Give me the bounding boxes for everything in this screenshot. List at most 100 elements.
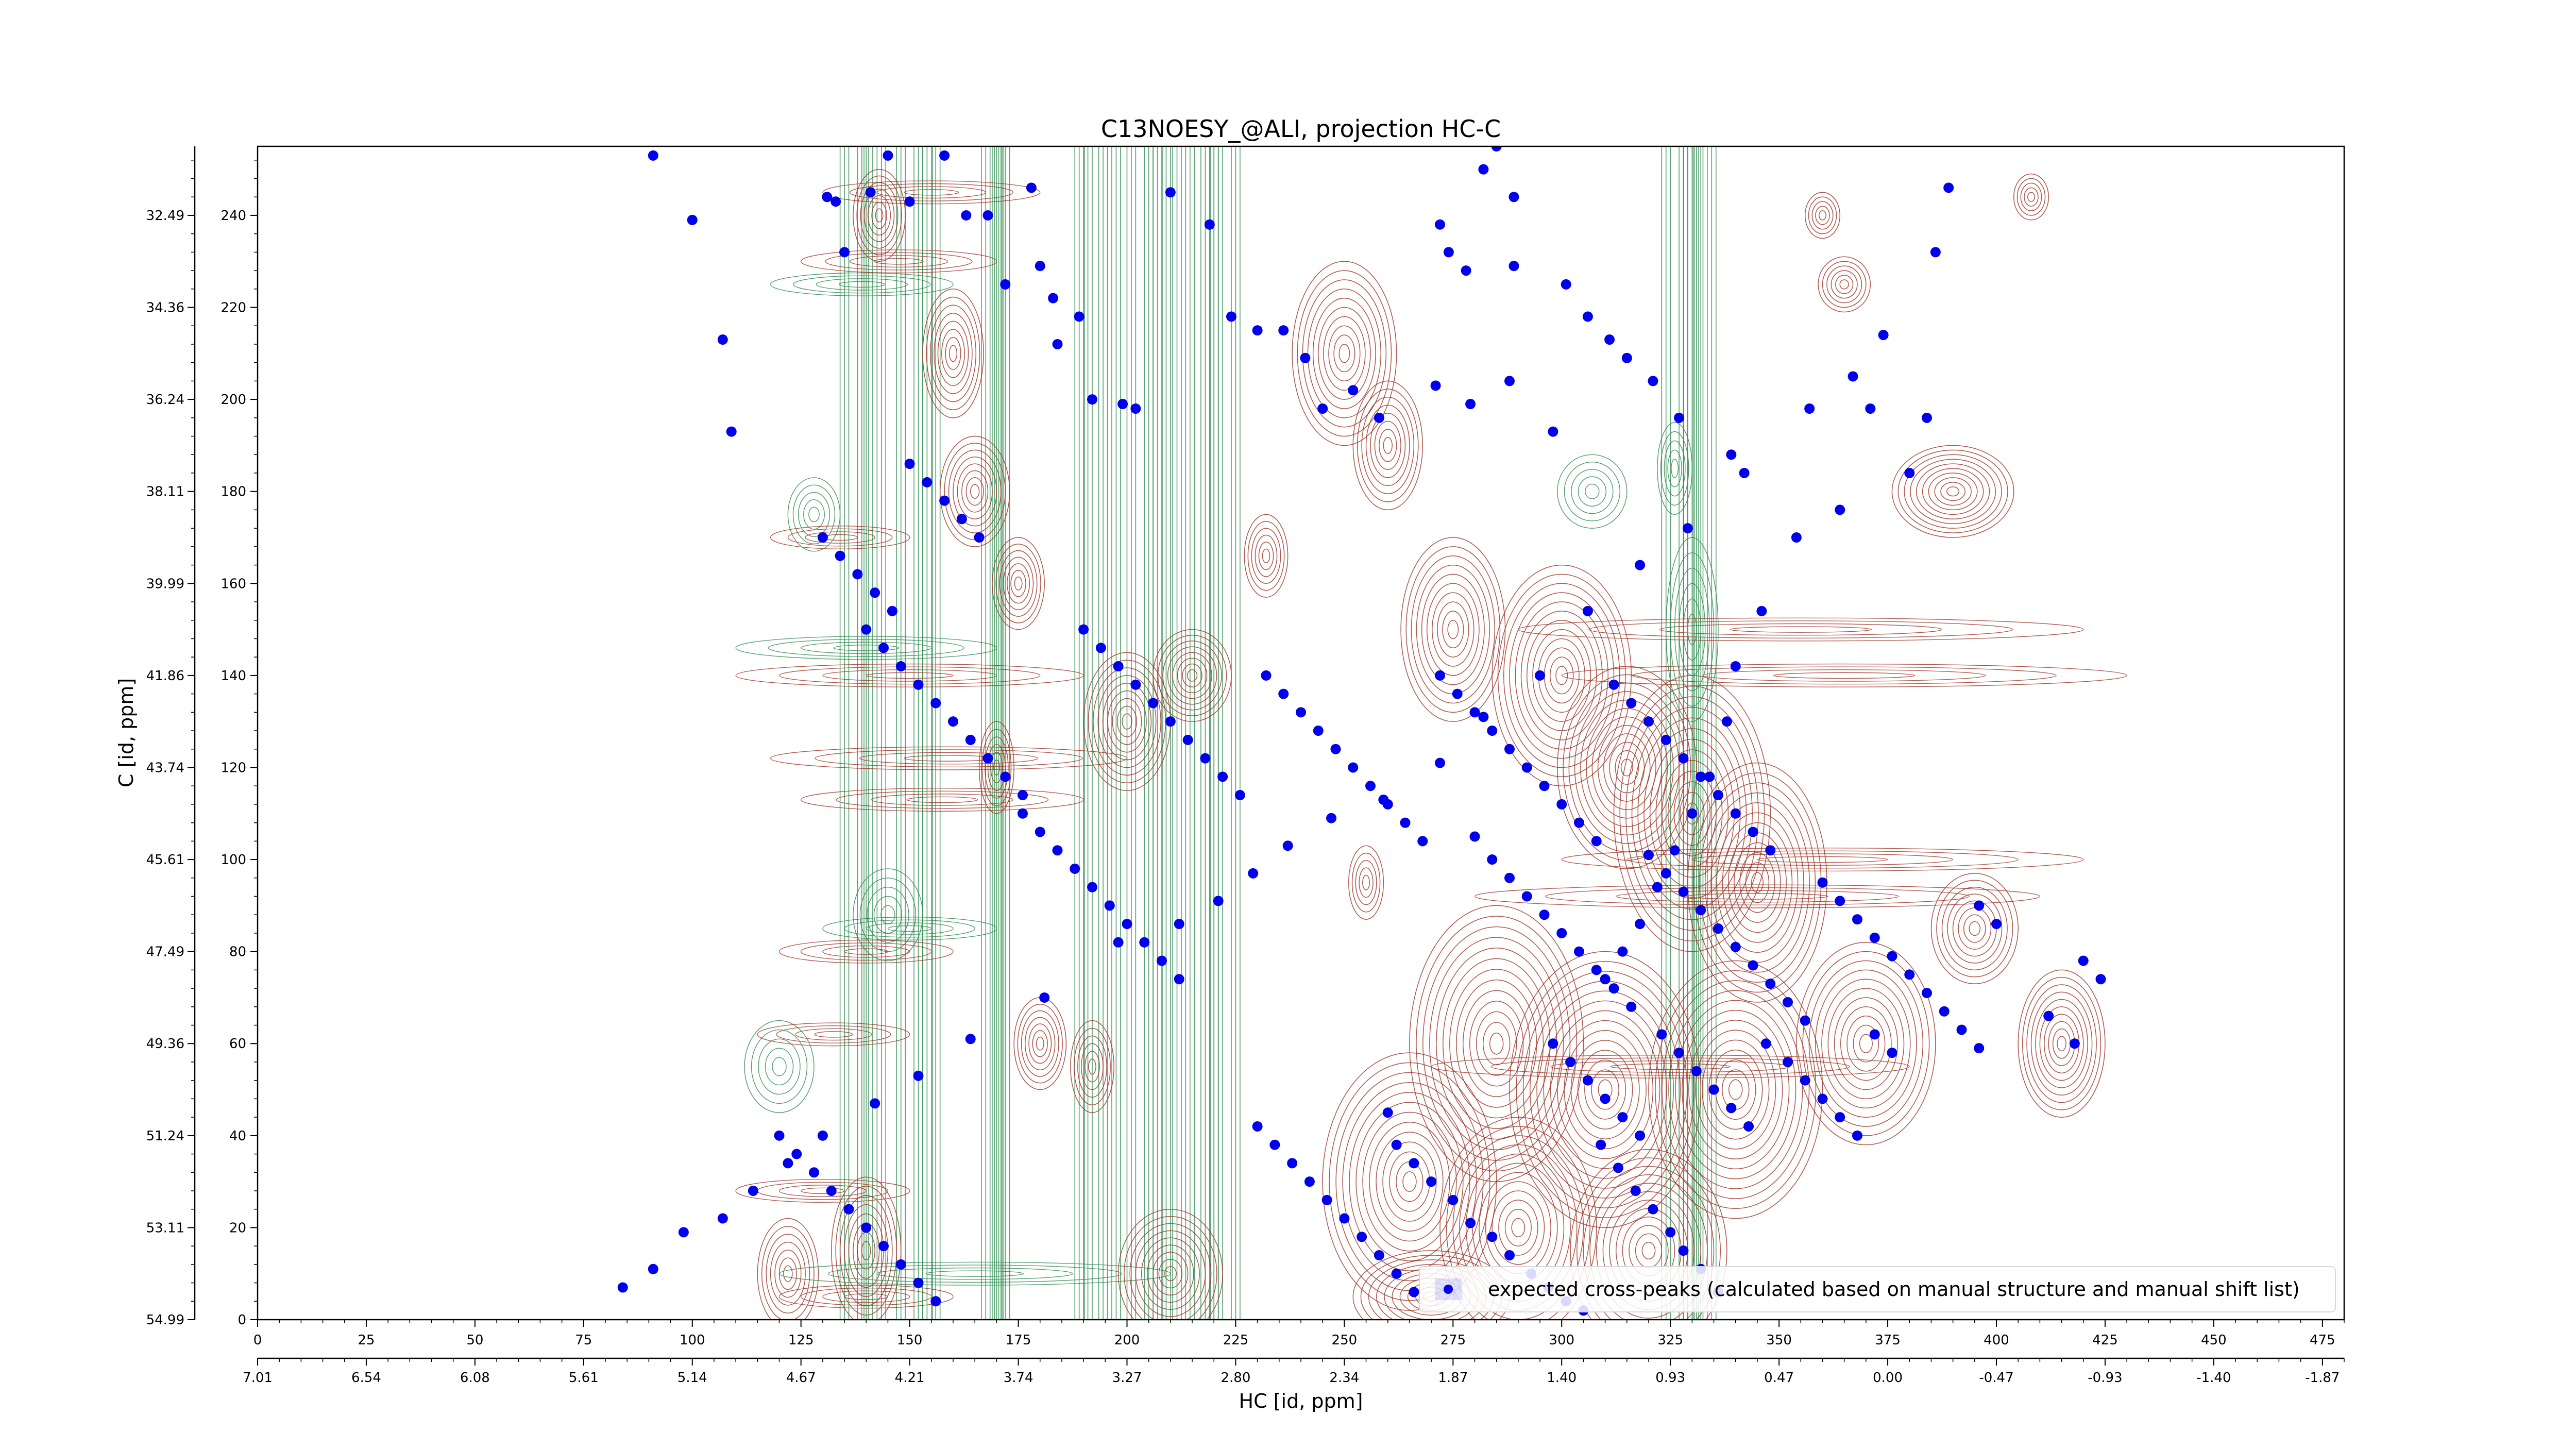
contour-ring bbox=[922, 289, 984, 418]
contour-ring bbox=[1934, 477, 1972, 506]
cross-peak-marker bbox=[1696, 771, 1706, 782]
contour-ring bbox=[1818, 256, 1871, 313]
contour-ring bbox=[822, 917, 997, 940]
x-tick-label: 325 bbox=[1657, 1333, 1683, 1348]
cross-peak-marker bbox=[1391, 1139, 1402, 1150]
cross-peak-marker bbox=[1643, 850, 1654, 861]
contour-ring bbox=[1162, 641, 1222, 711]
contour-ring bbox=[778, 1185, 867, 1197]
negative-stripe bbox=[1661, 146, 1688, 1320]
negative-stripe bbox=[1181, 146, 1187, 1320]
contour-ring bbox=[1846, 1015, 1886, 1072]
contour-ring bbox=[801, 1287, 932, 1306]
cross-peak-marker bbox=[1678, 886, 1689, 897]
contour-ring bbox=[1469, 1001, 1524, 1087]
cross-peak-marker bbox=[1374, 1250, 1384, 1260]
contour-ring bbox=[839, 1195, 893, 1306]
contour-ring bbox=[1648, 960, 1823, 1219]
contour-ring bbox=[1834, 997, 1898, 1090]
cross-peak-marker bbox=[2095, 974, 2106, 985]
cross-peak-marker bbox=[1621, 352, 1632, 363]
cross-peak-marker bbox=[1878, 330, 1889, 341]
cross-peak-marker bbox=[1765, 845, 1776, 856]
y-tick-label: 240 bbox=[221, 208, 246, 224]
contour-ring bbox=[925, 1270, 1024, 1277]
y-axis-index: 0 20 40 60 80 100 120 140 160 180 200 220 240 bbox=[221, 160, 258, 1328]
cross-peak-marker bbox=[1465, 399, 1476, 410]
cross-peak-marker bbox=[1800, 1015, 1810, 1026]
contour-ring bbox=[1577, 1050, 1633, 1130]
cross-peak-marker bbox=[1504, 872, 1515, 883]
contour-ring bbox=[1586, 708, 1668, 827]
cross-peak-marker bbox=[1804, 403, 1815, 414]
contour-ring bbox=[1555, 666, 1568, 685]
contour-ring bbox=[1129, 1223, 1212, 1320]
contour-ring bbox=[815, 749, 1083, 768]
contour-ring bbox=[965, 477, 984, 506]
contour-ring bbox=[1695, 1030, 1776, 1150]
contour-ring bbox=[1359, 867, 1374, 898]
contour-ring bbox=[1545, 887, 1970, 905]
cross-peak-marker bbox=[726, 426, 737, 437]
cross-peak-marker bbox=[1930, 247, 1941, 258]
negative-stripe bbox=[1083, 146, 1085, 1320]
cross-peak-marker bbox=[1869, 1029, 1880, 1040]
cross-peak-marker bbox=[783, 1158, 793, 1169]
contour-ring bbox=[1335, 1072, 1484, 1291]
cross-peak-marker bbox=[2078, 955, 2089, 966]
contour-ring bbox=[838, 281, 885, 288]
contour-ring bbox=[844, 1293, 889, 1300]
contour-ring bbox=[1102, 683, 1152, 761]
contour-ring bbox=[1442, 611, 1464, 649]
contour-ring bbox=[1516, 961, 1694, 1219]
contour-ring bbox=[1662, 980, 1810, 1199]
contour-ring bbox=[1081, 1043, 1104, 1090]
contour-ring bbox=[1603, 733, 1651, 802]
cross-peak-marker bbox=[1648, 1204, 1658, 1215]
cross-peak-marker bbox=[687, 214, 698, 225]
contour-layer bbox=[735, 146, 2127, 1320]
cross-peak-marker bbox=[961, 210, 972, 221]
contour-ring bbox=[948, 449, 1002, 533]
contour-ring bbox=[961, 470, 989, 513]
contour-ring bbox=[1683, 598, 1701, 661]
ppm-tick-label: 6.54 bbox=[351, 1370, 381, 1386]
contour-ring bbox=[758, 1038, 801, 1095]
contour-ring bbox=[1124, 1216, 1217, 1320]
ppm-tick-label: 3.27 bbox=[1112, 1370, 1142, 1386]
cross-peak-marker bbox=[1234, 790, 1245, 801]
contour-ring bbox=[1489, 1032, 1504, 1055]
contour-ring bbox=[1826, 265, 1862, 304]
cross-peak-marker bbox=[835, 550, 845, 561]
x-tick-label: 150 bbox=[897, 1333, 923, 1348]
contour-ring bbox=[744, 1020, 815, 1113]
cross-peak-marker bbox=[1730, 941, 1741, 952]
negative-stripe bbox=[900, 146, 919, 1320]
negative-stripe bbox=[1665, 146, 1684, 1320]
contour-ring bbox=[1357, 389, 1419, 502]
cross-peak-marker bbox=[717, 1213, 728, 1224]
contour-ring bbox=[1958, 907, 1992, 950]
cross-peak-marker bbox=[982, 753, 993, 764]
cross-peak-marker bbox=[2043, 1010, 2054, 1021]
ppm-y-tick-label: 41.86 bbox=[146, 668, 184, 684]
cross-peak-marker bbox=[1269, 1139, 1280, 1150]
cross-peak-marker bbox=[1835, 504, 1845, 515]
contour-ring bbox=[1702, 1039, 1770, 1140]
contour-ring bbox=[2020, 182, 2042, 211]
contour-ring bbox=[833, 645, 900, 651]
cross-peak-marker bbox=[965, 734, 976, 745]
contour-ring bbox=[1476, 1011, 1517, 1076]
cross-peak-marker bbox=[648, 150, 658, 161]
negative-stripe bbox=[1098, 146, 1121, 1320]
cross-peak-marker bbox=[1696, 905, 1706, 916]
contour-ring bbox=[1292, 261, 1397, 446]
cross-peak-marker bbox=[974, 532, 985, 543]
contour-ring bbox=[1840, 1006, 1892, 1081]
cross-peak-marker bbox=[1726, 449, 1737, 460]
contour-ring bbox=[1589, 1174, 1708, 1320]
cross-peak-marker bbox=[1756, 605, 1767, 616]
x-axis-title: HC [id, ppm] bbox=[1239, 1390, 1363, 1412]
contour-ring bbox=[2039, 1006, 2084, 1081]
